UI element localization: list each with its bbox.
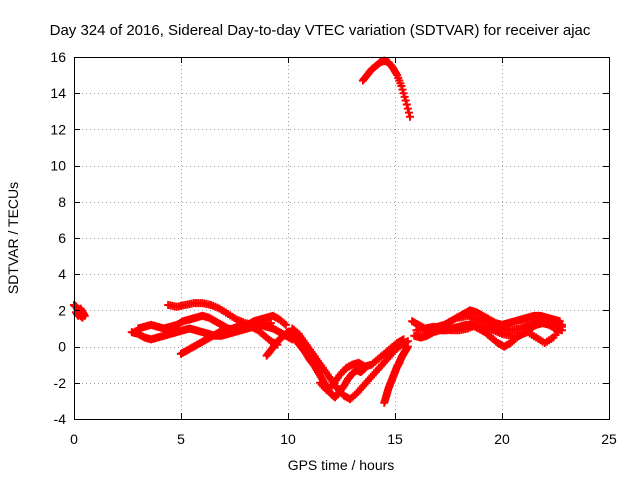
series-track12 (455, 311, 566, 335)
series-track6 (288, 324, 412, 404)
x-tick-label: 25 (601, 431, 617, 447)
y-tick-label: -4 (54, 411, 67, 427)
y-axis-label: SDTVAR / TECUs (5, 182, 21, 294)
x-tick-label: 10 (280, 431, 296, 447)
y-tick-label: 4 (58, 266, 66, 282)
series-track5 (262, 328, 370, 402)
data-points (70, 56, 566, 407)
y-tick-label: 16 (50, 49, 66, 65)
y-tick-label: 0 (58, 339, 66, 355)
data-point (280, 319, 289, 328)
data-point (402, 100, 411, 109)
y-tick-label: 6 (58, 230, 66, 246)
series-track7 (316, 335, 408, 395)
data-point (557, 320, 566, 329)
data-point (281, 320, 290, 329)
data-point (403, 104, 412, 113)
data-point (405, 112, 414, 121)
series-track11 (412, 320, 566, 347)
x-tick-label: 0 (70, 431, 78, 447)
grid (74, 57, 609, 419)
y-tick-label: 10 (50, 158, 66, 174)
x-tick-label: 20 (494, 431, 510, 447)
series-track8 (380, 342, 412, 407)
series-arc (358, 56, 414, 121)
data-point (266, 319, 275, 328)
x-axis-label: GPS time / hours (288, 457, 395, 473)
data-point (401, 96, 410, 105)
y-tick-label: 14 (50, 85, 66, 101)
data-point (399, 335, 408, 344)
y-tick-label: 2 (58, 302, 66, 318)
y-tick-label: -2 (54, 375, 67, 391)
data-point (80, 311, 89, 320)
y-tick-label: 8 (58, 194, 66, 210)
data-point (404, 108, 413, 117)
chart-title: Day 324 of 2016, Sidereal Day-to-day VTE… (50, 22, 591, 39)
x-tick-label: 5 (177, 431, 185, 447)
series-start (70, 300, 89, 322)
y-tick-label: 12 (50, 121, 66, 137)
y-axis-ticks: -4 -2 0 2 4 6 8 10 12 14 16 (50, 49, 609, 427)
series-track1 (127, 320, 297, 344)
x-axis-ticks: 0 5 10 15 20 25 (70, 57, 617, 447)
x-tick-label: 15 (387, 431, 403, 447)
data-point (403, 342, 412, 351)
